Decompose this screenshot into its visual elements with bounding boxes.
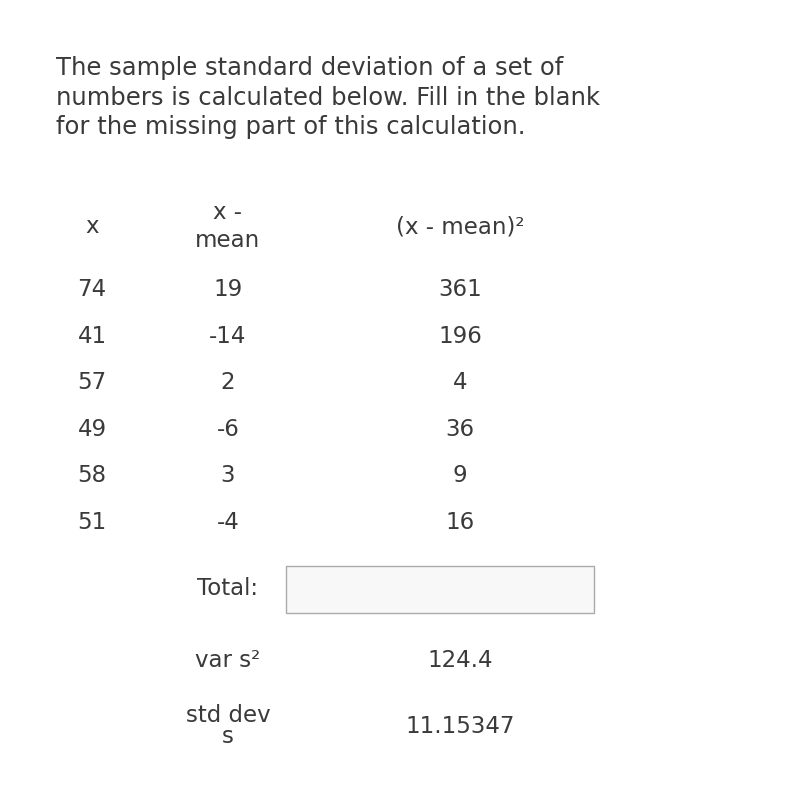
Text: 58: 58 xyxy=(78,465,106,487)
Text: -6: -6 xyxy=(217,418,239,441)
Text: 124.4: 124.4 xyxy=(427,650,493,672)
Text: var s²: var s² xyxy=(195,650,261,672)
Text: -4: -4 xyxy=(217,511,239,533)
Text: 2: 2 xyxy=(221,372,235,394)
Text: 74: 74 xyxy=(78,279,106,301)
Text: The sample standard deviation of a set of: The sample standard deviation of a set o… xyxy=(56,56,563,80)
Text: (x - mean)²: (x - mean)² xyxy=(396,215,524,238)
Text: s: s xyxy=(222,726,234,748)
Text: Total:: Total: xyxy=(198,578,258,600)
Text: 49: 49 xyxy=(78,418,106,441)
Text: x -: x - xyxy=(214,201,242,223)
Text: 36: 36 xyxy=(446,418,474,441)
Text: -14: -14 xyxy=(210,325,246,348)
FancyBboxPatch shape xyxy=(286,566,594,613)
Text: 11.15347: 11.15347 xyxy=(406,715,514,738)
Text: x: x xyxy=(86,215,98,238)
Text: numbers is calculated below. Fill in the blank: numbers is calculated below. Fill in the… xyxy=(56,86,600,110)
Text: 196: 196 xyxy=(438,325,482,348)
Text: 3: 3 xyxy=(221,465,235,487)
Text: for the missing part of this calculation.: for the missing part of this calculation… xyxy=(56,115,526,139)
Text: 19: 19 xyxy=(214,279,242,301)
Text: 51: 51 xyxy=(78,511,106,533)
Text: std dev: std dev xyxy=(186,704,270,727)
Text: 4: 4 xyxy=(453,372,467,394)
Text: mean: mean xyxy=(195,229,261,252)
Text: 57: 57 xyxy=(78,372,106,394)
Text: 9: 9 xyxy=(453,465,467,487)
Text: 41: 41 xyxy=(78,325,106,348)
Text: 361: 361 xyxy=(438,279,482,301)
Text: 16: 16 xyxy=(446,511,474,533)
